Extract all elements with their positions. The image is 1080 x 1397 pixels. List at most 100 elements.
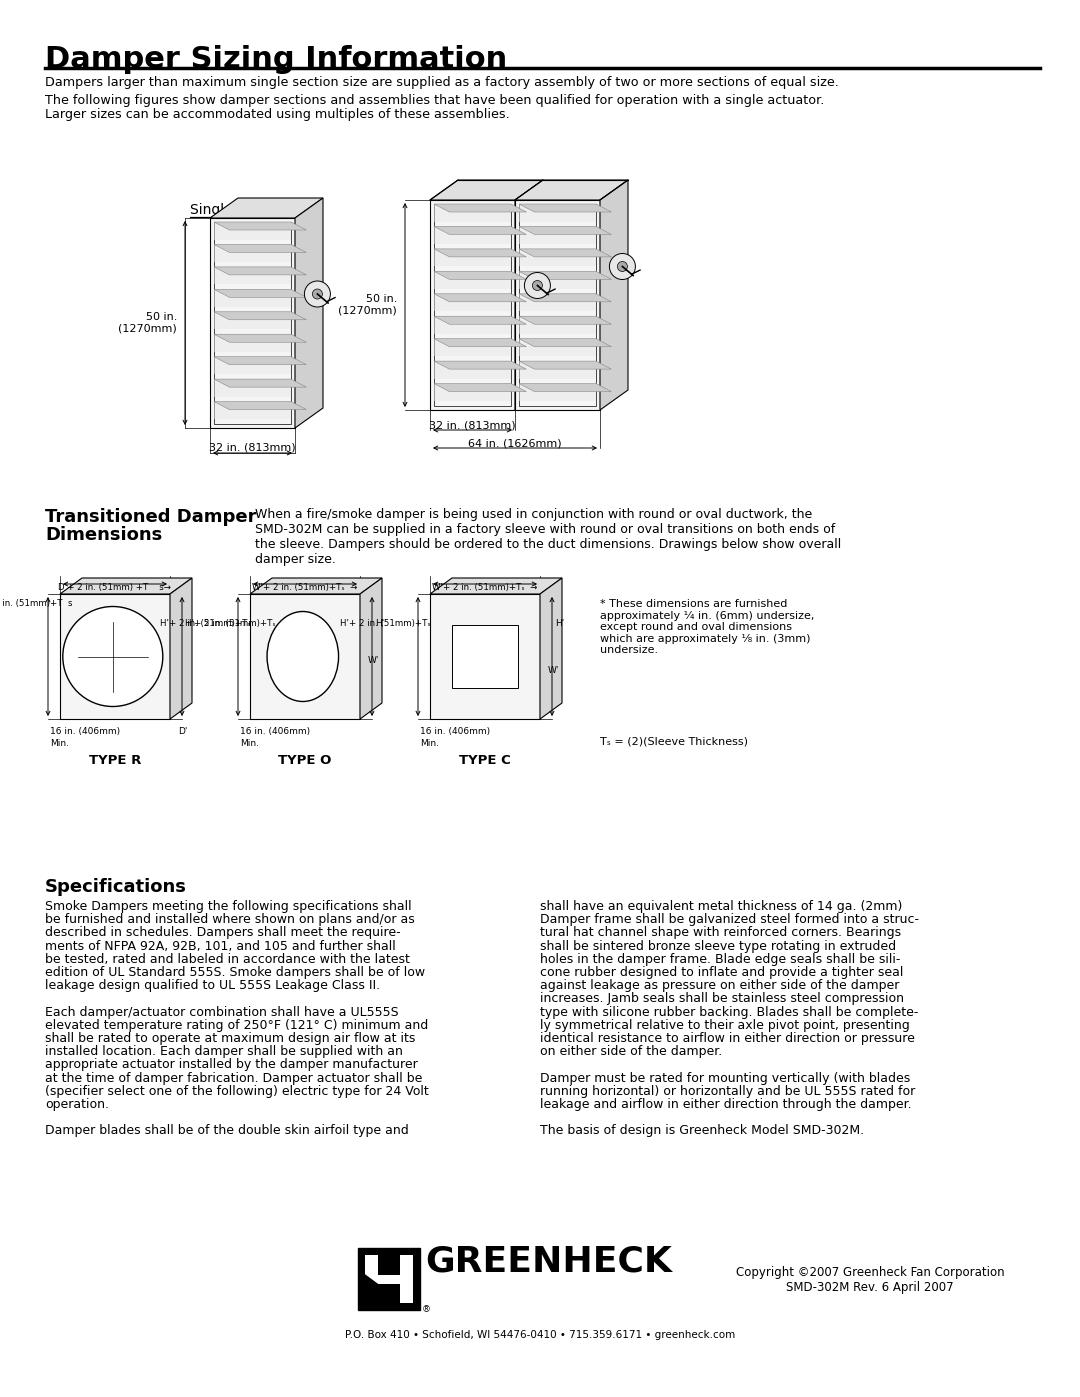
Text: P.O. Box 410 • Schofield, WI 54476-0410 • 715.359.6171 • greenheck.com: P.O. Box 410 • Schofield, WI 54476-0410 … (345, 1330, 735, 1340)
Polygon shape (214, 244, 307, 253)
Bar (453, 626, 518, 687)
Polygon shape (210, 198, 323, 218)
Text: 50 in.
(1270mm): 50 in. (1270mm) (118, 312, 177, 334)
Text: shall have an equivalent metal thickness of 14 ga. (2mm): shall have an equivalent metal thickness… (540, 900, 903, 914)
Text: Damper must be rated for mounting vertically (with blades: Damper must be rated for mounting vertic… (540, 1071, 910, 1084)
Text: shall be sintered bronze sleeve type rotating in extruded: shall be sintered bronze sleeve type rot… (540, 940, 896, 953)
Polygon shape (434, 384, 526, 391)
Text: 16 in. (406mm): 16 in. (406mm) (50, 726, 120, 736)
Polygon shape (434, 204, 511, 222)
Polygon shape (519, 384, 596, 401)
Text: ®: ® (422, 1305, 431, 1315)
Circle shape (525, 272, 551, 299)
Text: 32 in. (813mm): 32 in. (813mm) (429, 420, 516, 430)
Bar (210, 218, 295, 427)
Text: Double Section: Double Section (490, 186, 608, 200)
Polygon shape (214, 289, 291, 307)
Polygon shape (214, 267, 291, 285)
Text: 2¹⁄₁₈ in.
(54mm): 2¹⁄₁₈ in. (54mm) (453, 641, 484, 661)
Text: ments of NFPA 92A, 92B, 101, and 105 and further shall: ments of NFPA 92A, 92B, 101, and 105 and… (45, 940, 395, 953)
Polygon shape (434, 338, 526, 346)
Polygon shape (519, 226, 611, 235)
Text: 16 in. (406mm): 16 in. (406mm) (420, 726, 490, 736)
Text: elevated temperature rating of 250°F (121° C) minimum and: elevated temperature rating of 250°F (12… (45, 1018, 429, 1032)
Text: be furnished and installed where shown on plans and/or as: be furnished and installed where shown o… (45, 914, 415, 926)
Text: 50 in.
(1270mm): 50 in. (1270mm) (338, 295, 397, 316)
Polygon shape (60, 578, 192, 594)
Polygon shape (360, 578, 382, 719)
Text: * These dimensions are furnished
approximately ¹⁄₄ in. (6mm) undersize,
except r: * These dimensions are furnished approxi… (600, 599, 814, 655)
Bar (378, 1255, 400, 1303)
Polygon shape (540, 578, 562, 719)
Polygon shape (214, 356, 291, 374)
Polygon shape (214, 289, 307, 298)
Text: W': W' (548, 666, 559, 675)
Text: GREENHECK: GREENHECK (426, 1245, 672, 1280)
Text: 64 in. (1626mm): 64 in. (1626mm) (469, 439, 562, 448)
Circle shape (609, 253, 635, 279)
Polygon shape (214, 356, 307, 365)
Text: H': H' (555, 619, 564, 629)
Text: identical resistance to airflow in either direction or pressure: identical resistance to airflow in eithe… (540, 1032, 915, 1045)
Polygon shape (600, 180, 627, 409)
Polygon shape (295, 198, 323, 427)
Bar (519, 204, 596, 407)
Circle shape (312, 289, 323, 299)
Text: Damper blades shall be of the double skin airfoil type and: Damper blades shall be of the double ski… (45, 1125, 408, 1137)
Polygon shape (515, 180, 543, 409)
Text: H'+ 2 in. (51mm)+Tₛ: H'+ 2 in. (51mm)+Tₛ (160, 619, 251, 629)
Polygon shape (434, 249, 511, 267)
Bar (249, 594, 360, 719)
Polygon shape (365, 1274, 378, 1303)
Text: TYPE C: TYPE C (459, 754, 511, 767)
Polygon shape (519, 204, 611, 212)
Polygon shape (519, 293, 596, 312)
Polygon shape (214, 379, 291, 397)
Polygon shape (434, 338, 511, 356)
Polygon shape (434, 293, 526, 302)
Polygon shape (434, 271, 526, 279)
Polygon shape (434, 293, 511, 312)
Text: increases. Jamb seals shall be stainless steel compression: increases. Jamb seals shall be stainless… (540, 992, 904, 1006)
Text: W'+ 2 in. (51mm)+Tₛ  →: W'+ 2 in. (51mm)+Tₛ → (253, 583, 357, 592)
Polygon shape (519, 316, 611, 324)
Polygon shape (430, 180, 543, 200)
Polygon shape (434, 316, 511, 334)
Text: H'+ 2 in. (51mm)+Tₛ: H'+ 2 in. (51mm)+Tₛ (340, 619, 431, 629)
Text: D'+ 2 in. (51mm) +T    s→: D'+ 2 in. (51mm) +T s→ (58, 583, 172, 592)
Text: Larger sizes can be accommodated using multiples of these assemblies.: Larger sizes can be accommodated using m… (45, 108, 510, 122)
Polygon shape (519, 338, 611, 346)
Text: leakage design qualified to UL 555S Leakage Class II.: leakage design qualified to UL 555S Leak… (45, 979, 380, 992)
Text: H': H' (375, 619, 384, 629)
Text: D': D' (178, 726, 187, 736)
Text: Transitioned Damper: Transitioned Damper (45, 509, 257, 527)
Text: When a fire/smoke damper is being used in conjunction with round or oval ductwor: When a fire/smoke damper is being used i… (255, 509, 841, 566)
Polygon shape (434, 360, 511, 379)
Text: Dampers larger than maximum single section size are supplied as a factory assemb: Dampers larger than maximum single secti… (45, 75, 839, 89)
Text: against leakage as pressure on either side of the damper: against leakage as pressure on either si… (540, 979, 900, 992)
Bar (60, 594, 170, 719)
Polygon shape (170, 578, 192, 719)
Polygon shape (519, 249, 611, 257)
Text: cone rubber designed to inflate and provide a tighter seal: cone rubber designed to inflate and prov… (540, 965, 903, 979)
Text: operation.: operation. (45, 1098, 109, 1111)
Bar (365, 1255, 378, 1303)
Polygon shape (434, 204, 526, 212)
Circle shape (532, 281, 542, 291)
Text: Smoke Dampers meeting the following specifications shall: Smoke Dampers meeting the following spec… (45, 900, 411, 914)
Text: The following figures show damper sections and assemblies that have been qualifi: The following figures show damper sectio… (45, 94, 824, 108)
Text: W'+ 2 in. (51mm)+Tₛ  →: W'+ 2 in. (51mm)+Tₛ → (432, 583, 538, 592)
Text: Copyright ©2007 Greenheck Fan Corporation: Copyright ©2007 Greenheck Fan Corporatio… (735, 1266, 1004, 1280)
Text: Dimensions: Dimensions (45, 527, 162, 543)
Text: 16 in. (406mm): 16 in. (406mm) (240, 726, 310, 736)
Circle shape (618, 261, 627, 271)
Bar (378, 1275, 400, 1284)
Text: type with silicone rubber backing. Blades shall be complete-: type with silicone rubber backing. Blade… (540, 1006, 918, 1018)
Text: Min.: Min. (50, 739, 69, 747)
Text: Min.: Min. (420, 739, 438, 747)
Polygon shape (434, 316, 526, 324)
Polygon shape (214, 334, 307, 342)
Polygon shape (519, 338, 596, 356)
Text: at the time of damper fabrication. Damper actuator shall be: at the time of damper fabrication. Dampe… (45, 1071, 422, 1084)
Text: W': W' (368, 657, 379, 665)
